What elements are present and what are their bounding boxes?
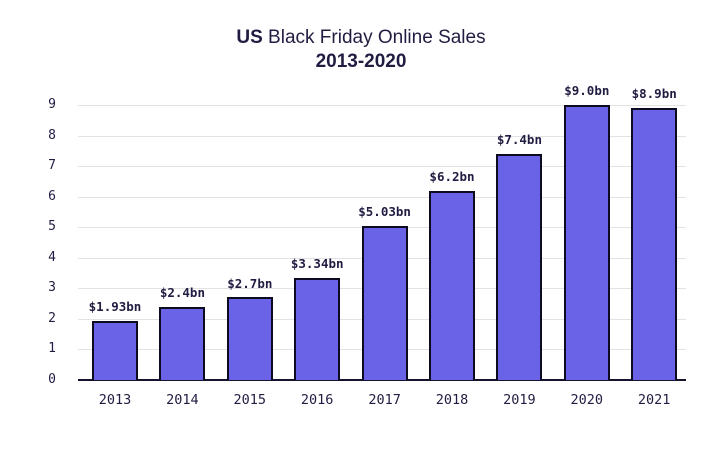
x-tick-label-2018: 2018: [435, 392, 469, 408]
y-tick-label-0: 0: [48, 372, 56, 387]
gridline-y-9: [78, 105, 686, 106]
x-tick-label-2020: 2020: [570, 392, 604, 408]
bar-2013: [92, 321, 138, 380]
bar-value-label-2019: $7.4bn: [496, 131, 542, 147]
bar-value-label-2015: $2.7bn: [227, 275, 273, 291]
bar-value-label-2017: $5.03bn: [358, 204, 411, 220]
chart-title: US Black Friday Online Sales: [0, 26, 722, 50]
gridline-y-7: [78, 166, 686, 168]
y-tick-label-6: 6: [48, 188, 56, 204]
bar-2018: [429, 191, 475, 380]
y-tick-label-2: 2: [48, 310, 56, 326]
plot-area: $1.93bn $2.4bn $2.7bn $3.34bn $5.03bn $6.2bn $…: [78, 83, 686, 381]
y-tick-label-9: 9: [48, 97, 56, 112]
y-tick-label-3: 3: [48, 280, 56, 296]
x-axis-line: [78, 379, 686, 381]
chart-title-rest: Black Friday Online Sales: [262, 27, 486, 48]
y-tick-label-8: 8: [48, 127, 56, 143]
gridline-y-8: [78, 135, 686, 137]
x-tick-label-2021: 2021: [637, 392, 671, 408]
bar-2021: [631, 108, 678, 380]
bar-2017: [361, 226, 408, 380]
x-tick-label-2019: 2019: [503, 392, 536, 408]
chart-title-bold-prefix: US: [236, 27, 263, 48]
bar-value-label-2018: $6.2bn: [429, 168, 475, 184]
x-tick-label-2013: 2013: [98, 392, 132, 408]
x-tick-label-2014: 2014: [166, 392, 199, 408]
bar-value-label-2021: $8.9bn: [631, 86, 677, 102]
bar-value-label-2020: $9.0bn: [564, 83, 610, 98]
bar-2020: [563, 105, 610, 380]
y-tick-label-7: 7: [48, 158, 56, 174]
bar-value-label-2016: $3.34bn: [290, 255, 344, 271]
x-tick-label-2016: 2016: [300, 392, 334, 408]
bar-2014: [159, 307, 206, 380]
chart-subtitle: 2013-2020: [315, 51, 407, 72]
bar-value-label-2014: $2.4bn: [159, 284, 205, 300]
x-tick-label-2017: 2017: [368, 392, 401, 408]
bar-2015: [226, 297, 273, 380]
gridline-y-6: [78, 196, 686, 198]
y-tick-label-5: 5: [48, 219, 56, 235]
bar-2016: [294, 278, 341, 380]
y-tick-label-1: 1: [48, 341, 56, 357]
x-tick-label-2015: 2015: [233, 392, 267, 408]
y-tick-label-4: 4: [48, 249, 56, 265]
bar-2019: [496, 154, 543, 380]
bar-value-label-2013: $1.93bn: [88, 299, 142, 315]
